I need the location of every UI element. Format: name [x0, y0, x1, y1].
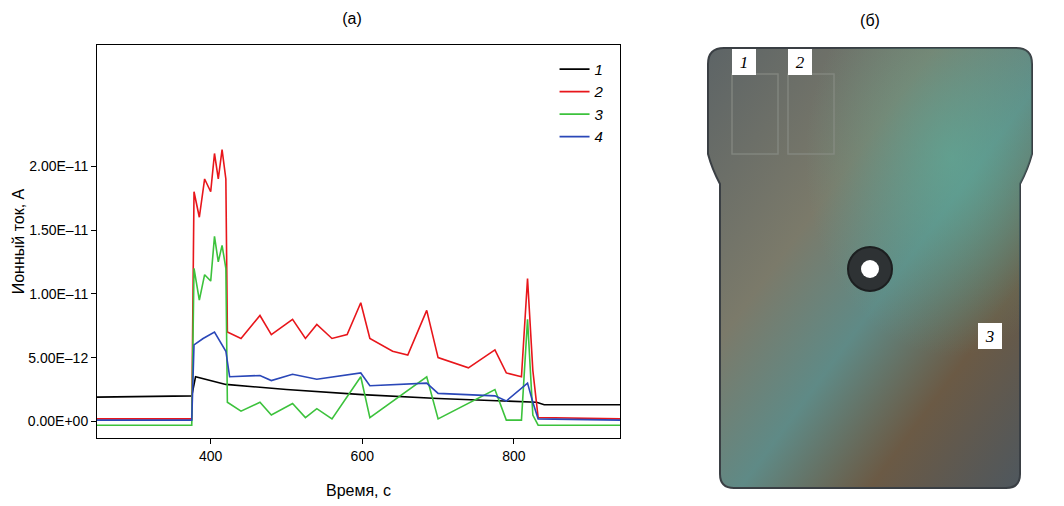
svg-text:Ионный ток, А: Ионный ток, А [10, 188, 27, 294]
svg-text:Время, с: Время, с [326, 482, 391, 499]
svg-text:2: 2 [594, 83, 604, 100]
svg-text:1: 1 [740, 53, 749, 72]
svg-text:3: 3 [985, 327, 995, 346]
svg-text:(а): (а) [342, 10, 362, 27]
svg-text:800: 800 [502, 448, 526, 464]
svg-text:1: 1 [595, 61, 603, 78]
svg-text:4: 4 [595, 128, 603, 145]
svg-text:2.00E–11: 2.00E–11 [29, 158, 88, 174]
svg-text:(б): (б) [860, 12, 880, 29]
svg-text:600: 600 [351, 448, 375, 464]
svg-text:5.00E–12: 5.00E–12 [28, 350, 88, 366]
svg-text:400: 400 [199, 448, 223, 464]
svg-text:0.00E+00: 0.00E+00 [28, 413, 89, 429]
svg-text:3: 3 [595, 106, 604, 123]
svg-text:1.00E–11: 1.00E–11 [29, 286, 88, 302]
svg-text:2: 2 [796, 53, 805, 72]
svg-text:1.50E–11: 1.50E–11 [29, 222, 88, 238]
